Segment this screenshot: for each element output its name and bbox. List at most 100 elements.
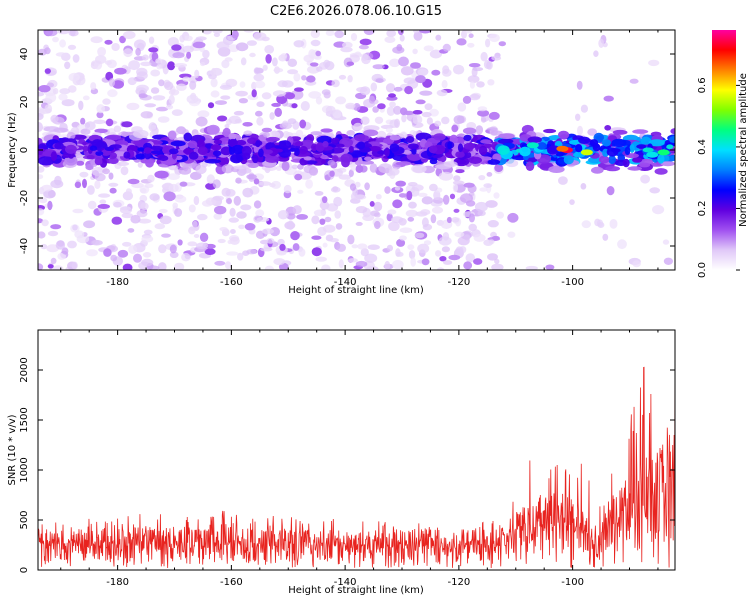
spectrogram-cell [184,35,193,42]
spectrogram-cell [558,176,568,185]
spectrogram-cell [455,151,465,158]
spectrogram-cell [168,165,179,171]
spectrogram-cell [240,204,252,211]
spectrogram-cell [322,224,336,233]
spectrogram-cell [473,258,483,265]
spectrogram-cell [324,216,332,223]
spectrogram-cell [494,163,504,173]
spectrogram-cell [103,248,112,257]
spectrogram-cell [261,92,272,100]
spectrogram-cell [491,55,502,61]
spectrogram-cell [315,256,328,262]
spectrogram-cell [82,95,90,101]
spectrogram-cell [152,95,166,101]
spectrogram-cell [414,232,425,239]
spectrogram-cell [423,45,434,52]
spectrogram-cell [580,104,589,113]
spectrogram-cell [612,129,628,135]
spectrogram-cell [243,30,254,33]
spectrogram-cell [104,146,115,151]
spectrogram-cell [230,229,236,234]
spectrogram-cell [168,94,175,105]
spectrogram-cell [443,194,450,205]
spectrogram-cell [477,109,490,117]
spectrogram-cell [594,218,601,227]
spectrogram-cell [150,150,163,155]
spectrogram-cell [113,125,122,133]
spectrogram-cell [375,194,382,200]
spectrogram-cell [212,195,224,201]
spectrogram-cell [563,155,574,165]
spectrogram-cell [309,62,319,67]
spectrogram-cell [386,106,395,116]
spectrogram-cell [394,186,401,191]
spectrogram-cell [396,44,403,52]
spectrogram-cell [202,30,212,35]
spectrogram-cell [80,128,91,135]
spectrogram-cell [254,80,266,89]
spectrogram-cell [649,187,660,194]
snr-frame [37,329,676,571]
spectrogram-cell [652,205,665,215]
spectrogram-cell [498,41,506,47]
spectrogram-cell [181,253,191,262]
spectrogram-cell [150,69,161,77]
spectrogram-cell [195,36,207,41]
spectrogram-cell [247,137,257,144]
spectrogram-cell [262,149,273,155]
spectrogram-cell [543,128,557,134]
snr-y-ticks: 0 500 1000 1500 2000 [19,357,675,573]
spectrogram-cell [277,80,288,88]
spectrogram-cell [490,130,503,136]
spectrogram-cell [154,170,169,179]
spectrogram-cell [477,106,488,112]
spectrogram-cell [310,39,321,47]
spectrogram-cell [276,251,287,256]
spectrogram-cell [59,88,71,95]
spectrogram-cell [125,188,132,195]
spectrogram-cell [525,265,538,270]
spectrogram-cell [247,162,259,168]
spectrogram-cell [210,144,222,151]
spectrogram-cell [632,129,649,134]
spectrogram-cell [350,163,357,171]
spectrogram-cell [197,110,210,118]
spectrogram-cell [179,34,185,43]
spectrogram-cell [356,141,366,150]
spectrogram-cell [155,58,163,64]
spectrogram-cell [213,213,223,220]
spectrogram-cell [41,219,49,227]
spectrogram-cell [388,221,400,232]
spectrogram-cell [218,155,230,166]
spectrogram-cell [636,144,647,149]
spectrogram-cell [384,147,390,157]
spectrogram-cell [279,122,293,130]
spectrogram-cell [389,58,401,68]
spectrogram-cell [429,108,439,117]
spectrogram-cell [93,119,106,125]
spectrogram-cell [192,220,198,228]
spectrogram-cell [351,244,359,249]
spectrogram-cell [387,209,397,215]
spectrogram-cell [187,140,198,149]
spectrogram-cell [156,63,162,70]
spectrogram-cell [235,177,242,184]
spectrogram-cell [108,182,119,187]
spectrogram-cell [399,227,413,233]
spectrogram-hotspot [646,151,659,158]
spectrogram-cell [588,156,602,164]
spectrogram-cell [235,139,247,146]
spectrogram-cell [84,121,96,131]
spectrogram-cell [90,36,103,44]
spectrogram-cell [384,186,391,194]
spectrogram-cell [363,125,380,132]
colorbar: 0.0 0.2 0.4 0.6 Normalized spectral amplitu… [697,30,749,278]
spectrogram-cell [413,31,423,41]
spectrogram-cell [648,162,665,167]
spectrogram-cell [123,151,131,159]
spectrogram-cell [233,195,241,206]
spectrogram-cell [640,136,652,145]
spectrogram-cell [349,183,357,191]
spectrogram-cell [576,80,583,90]
spectrogram-cell [400,66,414,76]
